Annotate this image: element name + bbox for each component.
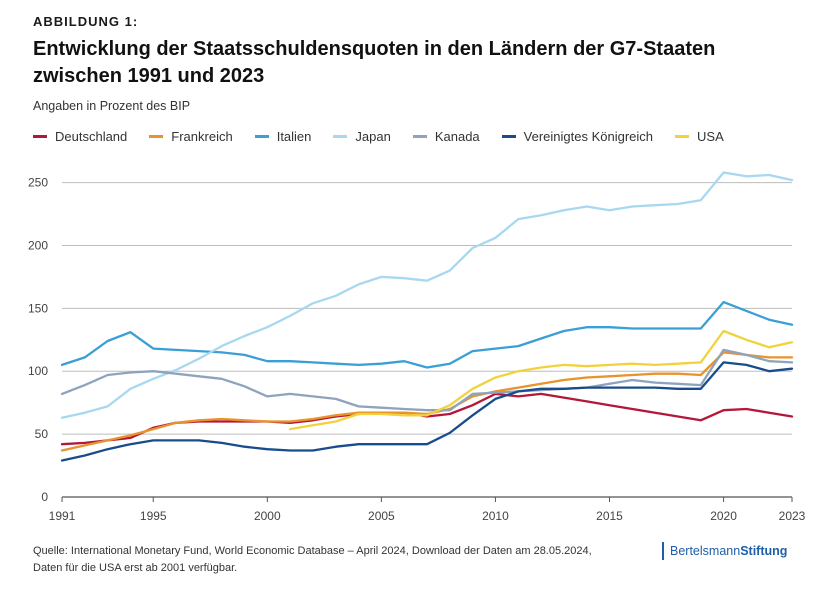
chart-subtitle: Angaben in Prozent des BIP (33, 99, 191, 113)
legend-swatch (412, 135, 427, 138)
legend-item-japan: Japan (333, 129, 391, 144)
brand-name-regular: Bertelsmann (670, 544, 741, 558)
legend-label: Japan (355, 129, 391, 144)
legend-swatch (149, 135, 164, 138)
legend-label: Deutschland (55, 129, 128, 144)
figure-label: ABBILDUNG 1: (33, 14, 139, 29)
legend-label: Vereinigtes Königreich (523, 129, 654, 144)
y-tick-label: 100 (28, 364, 48, 378)
x-tick-label: 1991 (49, 509, 76, 523)
legend-item-kanada: Kanada (412, 129, 480, 144)
x-tick-label: 2005 (368, 509, 395, 523)
legend-label: Frankreich (171, 129, 233, 144)
x-tick-label: 2000 (254, 509, 281, 523)
legend-label: Kanada (434, 129, 480, 144)
series-line-frankreich (60, 351, 794, 452)
legend-item-usa: USA (675, 129, 724, 144)
x-tick-label: 2010 (482, 509, 509, 523)
legend-item-frankreich: Frankreich (149, 129, 233, 144)
brand-name-bold: Stiftung (740, 544, 788, 558)
legend-label: Italien (276, 129, 312, 144)
source-note: Quelle: International Monetary Fund, Wor… (33, 545, 592, 574)
y-tick-label: 200 (28, 238, 48, 252)
series-line-deutschland (60, 392, 794, 446)
legend-swatch (333, 135, 348, 138)
x-tick-label: 2020 (710, 509, 737, 523)
legend-label: USA (697, 129, 724, 144)
series-line-vereinigtes-koenigreich (60, 361, 794, 462)
series-line-italien (60, 300, 794, 369)
x-tick-label: 1995 (140, 509, 167, 523)
legend-item-vereinigtes-koenigreich: Vereinigtes Königreich (501, 129, 654, 144)
brand-logo: BertelsmannStiftung (662, 542, 787, 560)
chart-title: Entwicklung der Staatsschuldensquoten in… (33, 38, 716, 87)
x-tick-label: 2023 (779, 509, 806, 523)
legend-item-deutschland: Deutschland (33, 129, 127, 144)
y-tick-label: 0 (41, 490, 48, 504)
x-tick-label: 2015 (596, 509, 623, 523)
y-tick-label: 250 (28, 176, 48, 190)
y-tick-label: 150 (28, 301, 48, 315)
series-line-japan (60, 171, 794, 419)
legend-swatch (501, 135, 516, 138)
legend-swatch (33, 135, 47, 138)
legend: Deutschland Frankreich Italien Japan Kan… (33, 129, 746, 144)
legend-item-italien: Italien (254, 129, 312, 144)
legend-swatch (675, 135, 690, 138)
y-tick-label: 50 (35, 427, 49, 441)
legend-swatch (254, 135, 269, 138)
series-line-kanada (60, 348, 794, 412)
series-line-usa (288, 329, 794, 431)
